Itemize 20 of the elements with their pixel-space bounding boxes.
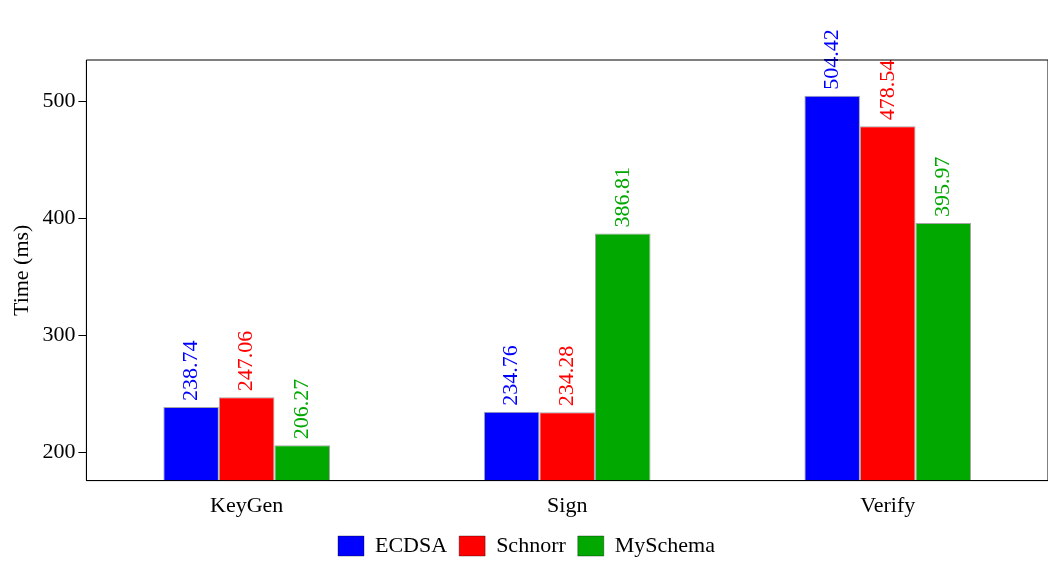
data-label: 234.28 <box>552 345 578 407</box>
x-tick-label: Sign <box>547 491 588 517</box>
y-axis-title: Time (ms) <box>7 224 33 317</box>
legend-label: ECDSA <box>375 531 448 557</box>
data-label: 386.81 <box>608 167 634 228</box>
y-tick-label: 500 <box>42 86 76 112</box>
data-label: 206.27 <box>288 378 314 440</box>
legend-label: Schnorr <box>496 531 567 557</box>
y-tick-label: 400 <box>42 203 76 229</box>
data-label: 395.97 <box>929 156 955 217</box>
x-tick-label: Verify <box>860 491 916 517</box>
data-label: 247.06 <box>232 330 258 392</box>
x-tick-label: KeyGen <box>210 491 284 517</box>
legend-label: MySchema <box>614 531 716 557</box>
data-label: 234.76 <box>497 345 523 406</box>
data-label: 478.54 <box>873 59 899 121</box>
data-label: 238.74 <box>176 340 202 402</box>
y-tick-label: 300 <box>42 321 76 347</box>
y-tick-label: 200 <box>42 438 76 464</box>
data-label: 504.42 <box>817 29 843 90</box>
